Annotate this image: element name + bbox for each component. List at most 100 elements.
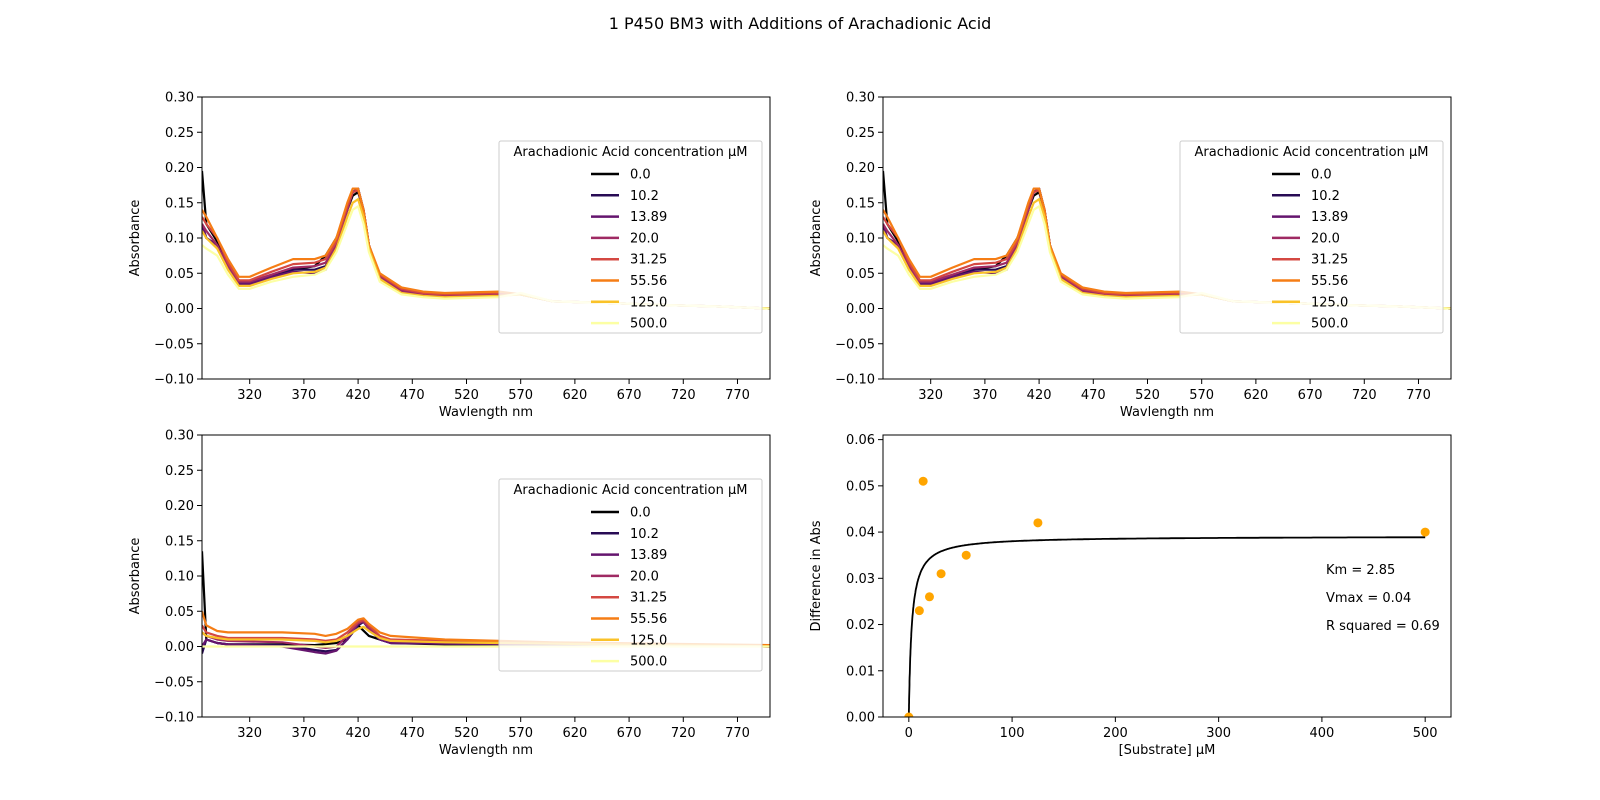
y-tick: 0.10 (165, 232, 202, 247)
y-tick: 0.30 (165, 429, 202, 444)
y-tick-label: 0.30 (846, 91, 875, 106)
legend-label: 31.25 (630, 591, 667, 606)
y-tick-label: 0.25 (165, 126, 194, 141)
fit-annotation: R squared = 0.69 (1326, 619, 1440, 634)
x-tick: 320 (237, 379, 262, 403)
x-tick: 470 (1081, 379, 1106, 403)
y-tick: 0.05 (846, 479, 883, 494)
x-tick-label: 500 (1413, 726, 1438, 741)
y-tick: 0.20 (165, 499, 202, 514)
y-tick: 0.03 (846, 572, 883, 587)
x-tick-label: 720 (671, 726, 696, 741)
x-tick-label: 200 (1103, 726, 1128, 741)
y-tick: 0.01 (846, 664, 883, 679)
y-tick: 0.15 (165, 534, 202, 549)
y-tick: 0.15 (846, 196, 883, 211)
x-tick-label: 670 (1298, 388, 1323, 403)
legend-title: Arachadionic Acid concentration µM (514, 145, 748, 160)
y-tick: 0.00 (165, 640, 202, 655)
x-tick: 320 (237, 717, 262, 741)
legend-label: 13.89 (630, 548, 667, 563)
legend-box (498, 478, 763, 672)
x-tick-label: 400 (1309, 726, 1334, 741)
legend-label: 125.0 (630, 295, 667, 310)
y-tick-label: 0.05 (846, 267, 875, 282)
x-tick: 0 (905, 717, 913, 741)
x-tick: 200 (1103, 717, 1128, 741)
x-tick: 720 (1352, 379, 1377, 403)
legend-title: Arachadionic Acid concentration µM (1195, 145, 1429, 160)
y-tick: 0.02 (846, 618, 883, 633)
x-tick: 370 (291, 717, 316, 741)
legend-title: Arachadionic Acid concentration µM (514, 483, 748, 498)
y-tick-label: 0.15 (165, 534, 194, 549)
legend-label: 20.0 (1311, 231, 1340, 246)
legend-label: 10.2 (1311, 189, 1340, 204)
y-axis-label: Difference in Abs (809, 520, 824, 631)
x-tick: 420 (1027, 379, 1052, 403)
legend-label: 10.2 (630, 527, 659, 542)
x-tick-label: 520 (454, 726, 479, 741)
data-point (1420, 527, 1430, 537)
x-tick-label: 670 (617, 726, 642, 741)
x-tick: 300 (1206, 717, 1231, 741)
legend-label: 13.89 (630, 210, 667, 225)
data-point (924, 592, 934, 602)
y-tick-label: 0.20 (846, 161, 875, 176)
y-tick-label: 0.05 (846, 479, 875, 494)
y-tick-label: 0.20 (165, 161, 194, 176)
x-tick-label: 470 (400, 388, 425, 403)
legend: Arachadionic Acid concentration µM 0.0 10.… (1179, 140, 1444, 334)
x-tick-label: 620 (1243, 388, 1268, 403)
x-tick: 470 (400, 717, 425, 741)
x-tick: 720 (671, 717, 696, 741)
x-tick: 320 (918, 379, 943, 403)
x-tick-label: 100 (1000, 726, 1025, 741)
y-tick: 0.04 (846, 526, 883, 541)
y-tick-label: 0.25 (846, 126, 875, 141)
panel-3: 320 370 420 470 520 570 620 670 720 770 −0.10 −0.05… (128, 429, 771, 758)
legend: Arachadionic Acid concentration µM 0.0 10.… (498, 140, 763, 334)
y-tick-label: −0.10 (154, 711, 194, 726)
y-tick-label: 0.15 (165, 196, 194, 211)
x-tick: 100 (1000, 717, 1025, 741)
x-tick: 620 (562, 379, 587, 403)
fit-annotation: Km = 2.85 (1326, 563, 1395, 578)
y-tick: 0.25 (846, 126, 883, 141)
x-tick: 370 (972, 379, 997, 403)
x-tick: 470 (400, 379, 425, 403)
y-tick-label: 0.04 (846, 526, 875, 541)
y-tick-label: 0.10 (165, 232, 194, 247)
series-line-125.0 (202, 625, 770, 648)
y-tick-label: 0.00 (165, 302, 194, 317)
x-tick-label: 320 (237, 388, 262, 403)
y-tick: 0.05 (165, 605, 202, 620)
x-tick: 770 (725, 717, 750, 741)
x-tick: 670 (1298, 379, 1323, 403)
x-tick-label: 470 (400, 726, 425, 741)
y-tick: 0.25 (165, 464, 202, 479)
y-tick: 0.20 (165, 161, 202, 176)
legend-label: 55.56 (1311, 274, 1348, 289)
y-tick-label: 0.25 (165, 464, 194, 479)
legend-label: 500.0 (1311, 317, 1348, 332)
y-tick: −0.05 (154, 675, 202, 690)
y-tick-label: 0.15 (846, 196, 875, 211)
y-tick-label: 0.01 (846, 664, 875, 679)
fit-curve (907, 536, 1426, 717)
x-tick-label: 370 (972, 388, 997, 403)
x-tick-label: 520 (1135, 388, 1160, 403)
legend-label: 13.89 (1311, 210, 1348, 225)
y-tick-label: 0.10 (165, 570, 194, 585)
legend-label: 20.0 (630, 231, 659, 246)
legend-label: 0.0 (1311, 168, 1332, 183)
y-tick-label: 0.00 (846, 711, 875, 726)
x-tick-label: 620 (562, 726, 587, 741)
y-tick: 0.05 (846, 267, 883, 282)
x-tick: 570 (508, 379, 533, 403)
series-line-55.56 (202, 610, 770, 647)
x-tick-label: 670 (617, 388, 642, 403)
y-tick-label: −0.05 (154, 675, 194, 690)
y-tick-label: 0.30 (165, 91, 194, 106)
x-tick: 770 (1406, 379, 1431, 403)
